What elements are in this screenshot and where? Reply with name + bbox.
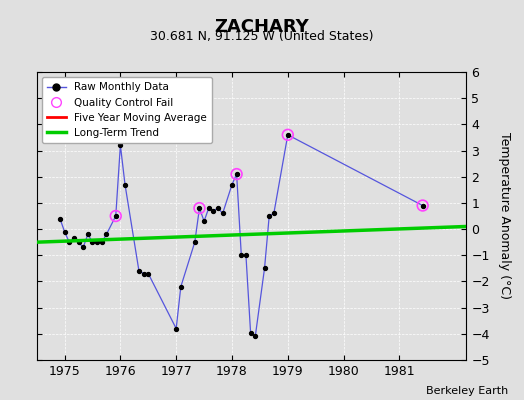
Point [102,231,111,238]
Point [93,239,101,245]
Point [237,252,246,258]
Point [135,268,143,274]
Point [283,132,292,138]
Point [97,239,106,245]
Point [419,202,427,209]
Point [270,210,278,216]
Point [56,216,64,222]
Y-axis label: Temperature Anomaly (°C): Temperature Anomaly (°C) [498,132,510,300]
Point [84,231,92,238]
Point [214,205,222,211]
Point [195,205,204,211]
Point [260,265,269,272]
Point [209,208,217,214]
Point [139,270,148,277]
Point [121,181,129,188]
Point [419,202,427,209]
Point [251,333,259,340]
Point [177,284,185,290]
Legend: Raw Monthly Data, Quality Control Fail, Five Year Moving Average, Long-Term Tren: Raw Monthly Data, Quality Control Fail, … [42,77,212,143]
Point [79,244,88,251]
Point [195,205,204,211]
Point [228,181,236,188]
Point [242,252,250,258]
Point [70,235,78,242]
Point [233,171,241,177]
Point [112,213,120,219]
Point [283,132,292,138]
Point [88,239,96,245]
Text: ZACHARY: ZACHARY [215,18,309,36]
Point [233,171,241,177]
Text: 30.681 N, 91.125 W (United States): 30.681 N, 91.125 W (United States) [150,30,374,43]
Point [191,239,199,245]
Point [116,142,125,148]
Point [65,239,73,245]
Point [265,213,274,219]
Point [144,270,152,277]
Text: Berkeley Earth: Berkeley Earth [426,386,508,396]
Point [204,205,213,211]
Point [200,218,208,224]
Point [219,210,227,216]
Point [74,239,83,245]
Point [60,228,69,235]
Point [112,213,120,219]
Point [172,325,180,332]
Point [246,329,255,336]
